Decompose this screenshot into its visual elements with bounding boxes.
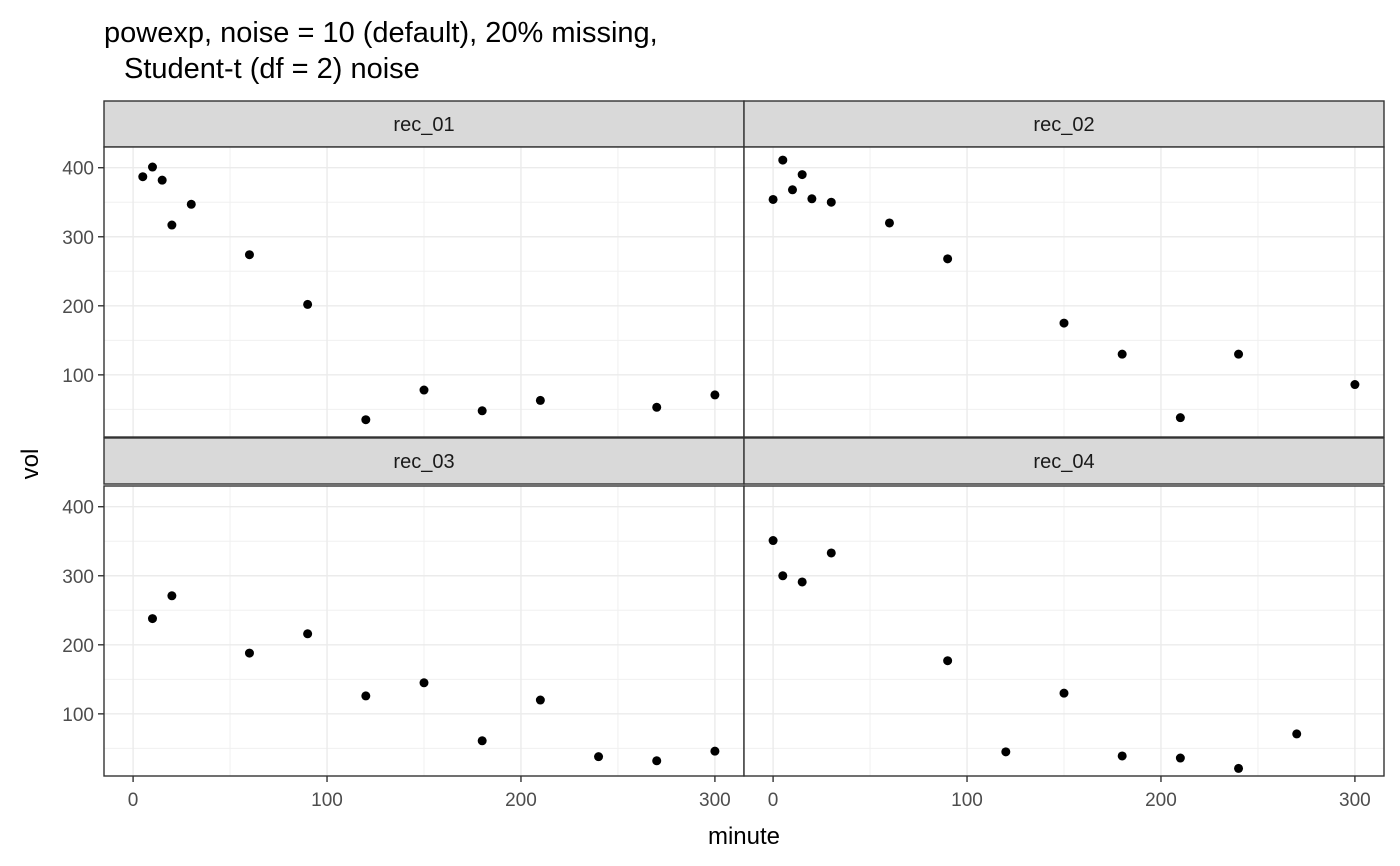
data-point	[147, 162, 157, 172]
data-point	[419, 678, 429, 688]
data-point	[778, 571, 788, 581]
data-point	[1059, 688, 1069, 698]
data-point	[361, 691, 371, 701]
data-point	[787, 185, 797, 195]
data-point	[167, 220, 177, 230]
facet-strip	[743, 437, 1385, 485]
facet-rec_04: rec_04	[743, 437, 1385, 777]
data-point	[710, 746, 720, 756]
y-axes: 100 200 300 400 100 200 300 400	[62, 159, 104, 726]
x-axes: 0 100 200 300 0 100 200 300	[128, 776, 1371, 811]
facet-panels: rec_01 rec_02 rec_03 rec_04	[103, 100, 1385, 777]
data-point	[303, 629, 313, 639]
chart-title: powexp, noise = 10 (default), 20% missin…	[104, 17, 666, 85]
gridlines	[744, 486, 1384, 776]
data-point	[884, 218, 894, 228]
data-points	[147, 591, 720, 766]
data-point	[1117, 751, 1127, 761]
facet-strip	[743, 100, 1385, 148]
x-tick-label: 0	[128, 790, 139, 811]
data-point	[652, 402, 662, 412]
chart-title-line-2: Student-t (df = 2) noise	[124, 53, 420, 85]
data-point	[594, 752, 604, 762]
data-point	[778, 155, 788, 165]
data-point	[535, 395, 545, 405]
data-points	[768, 536, 1302, 773]
facet-strip-label: rec_03	[393, 451, 454, 473]
x-axis-title: minute	[708, 823, 780, 850]
data-point	[826, 197, 836, 207]
panel-border	[743, 146, 1385, 438]
data-point	[943, 656, 953, 666]
data-point	[361, 415, 371, 425]
data-point	[652, 756, 662, 766]
data-point	[1175, 413, 1185, 423]
x-tick-label: 200	[505, 790, 537, 811]
data-point	[186, 199, 196, 209]
data-point	[303, 299, 313, 309]
facet-rec_02: rec_02	[743, 100, 1385, 438]
data-point	[1117, 349, 1127, 359]
data-point	[1292, 729, 1302, 739]
data-point	[807, 194, 817, 204]
data-point	[1001, 747, 1011, 757]
x-tick-label: 100	[311, 790, 343, 811]
y-tick-label: 400	[62, 159, 94, 180]
data-point	[1234, 763, 1244, 773]
facet-strip-label: rec_02	[1033, 114, 1094, 136]
data-point	[797, 577, 807, 587]
x-tick-label: 300	[699, 790, 731, 811]
facet-rec_01: rec_01	[103, 100, 745, 438]
x-tick-label: 200	[1145, 790, 1177, 811]
facet-strip-label: rec_04	[1033, 451, 1094, 473]
data-point	[244, 648, 254, 658]
y-tick-label: 300	[62, 567, 94, 588]
data-points	[138, 162, 720, 425]
data-point	[419, 385, 429, 395]
data-point	[943, 254, 953, 264]
data-point	[244, 250, 254, 260]
data-point	[147, 614, 157, 624]
data-point	[1350, 380, 1360, 390]
y-axis-title: vol	[17, 449, 44, 480]
data-point	[1059, 318, 1069, 328]
data-point	[768, 194, 778, 204]
y-tick-label: 400	[62, 498, 94, 519]
panel-border	[743, 485, 1385, 777]
data-point	[477, 406, 487, 416]
data-point	[826, 548, 836, 558]
data-point	[167, 591, 177, 601]
data-point	[477, 736, 487, 746]
data-point	[535, 695, 545, 705]
y-tick-label: 200	[62, 297, 94, 318]
gridlines	[104, 147, 744, 437]
y-tick-label: 100	[62, 705, 94, 726]
data-point	[797, 170, 807, 180]
data-point	[138, 172, 148, 182]
y-tick-label: 300	[62, 228, 94, 249]
x-tick-label: 0	[768, 790, 779, 811]
data-point	[768, 536, 778, 546]
data-point	[157, 175, 167, 185]
facet-rec_03: rec_03	[103, 437, 745, 777]
y-tick-label: 200	[62, 636, 94, 657]
y-tick-label: 100	[62, 366, 94, 387]
chart-title-line-1: powexp, noise = 10 (default), 20% missin…	[104, 17, 658, 49]
data-point	[1234, 349, 1244, 359]
data-point	[710, 390, 720, 400]
data-points	[768, 155, 1360, 423]
x-tick-label: 100	[951, 790, 983, 811]
gridlines	[104, 486, 744, 776]
facet-strip-label: rec_01	[393, 114, 454, 136]
x-tick-label: 300	[1339, 790, 1371, 811]
data-point	[1175, 753, 1185, 763]
